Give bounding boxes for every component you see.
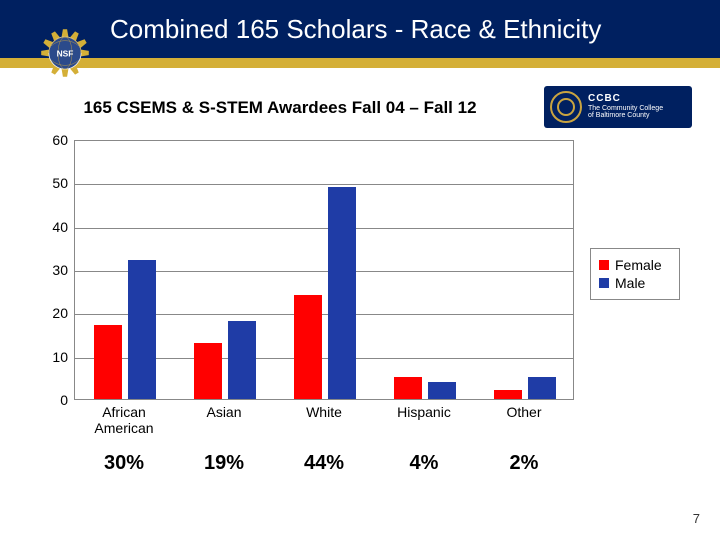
category-label: Other bbox=[474, 404, 574, 420]
title-bar: Combined 165 Scholars - Race & Ethnicity bbox=[0, 0, 720, 58]
gold-accent-bar bbox=[0, 58, 720, 68]
chart: 0102030405060 AfricanAmericanAsianWhiteH… bbox=[38, 140, 678, 480]
ccbc-text: CCBC The Community College of Baltimore … bbox=[588, 94, 663, 119]
legend-swatch bbox=[599, 278, 609, 288]
percentage-label: 4% bbox=[374, 452, 474, 475]
legend-item: Female bbox=[599, 257, 671, 273]
bar-female bbox=[294, 295, 322, 399]
category-label: Hispanic bbox=[374, 404, 474, 420]
y-tick-label: 60 bbox=[38, 132, 68, 148]
percentage-label: 2% bbox=[474, 452, 574, 475]
legend-label: Female bbox=[615, 257, 662, 273]
legend: Female Male bbox=[590, 248, 680, 300]
ccbc-line2: The Community College bbox=[588, 105, 663, 112]
percentage-label: 30% bbox=[74, 452, 174, 475]
y-tick-label: 20 bbox=[38, 305, 68, 321]
svg-text:NSF: NSF bbox=[57, 49, 74, 59]
percentage-row: 30%19%44%4%2% bbox=[74, 452, 574, 482]
x-axis-labels: AfricanAmericanAsianWhiteHispanicOther bbox=[74, 404, 574, 448]
ccbc-code: CCBC bbox=[588, 94, 663, 105]
category-label: White bbox=[274, 404, 374, 420]
bar-male bbox=[328, 187, 356, 399]
bar-female bbox=[194, 343, 222, 399]
bar-male bbox=[528, 377, 556, 399]
bar-male bbox=[228, 321, 256, 399]
chart-subtitle: 165 CSEMS & S-STEM Awardees Fall 04 – Fa… bbox=[0, 98, 560, 118]
bar-male bbox=[428, 382, 456, 399]
y-tick-label: 40 bbox=[38, 219, 68, 235]
bar-female bbox=[94, 325, 122, 399]
y-tick-label: 10 bbox=[38, 349, 68, 365]
nsf-logo: NSF bbox=[30, 18, 100, 88]
y-tick-label: 30 bbox=[38, 262, 68, 278]
legend-swatch bbox=[599, 260, 609, 270]
gridline bbox=[75, 228, 573, 229]
y-tick-label: 50 bbox=[38, 175, 68, 191]
ccbc-line3: of Baltimore County bbox=[588, 112, 663, 119]
ccbc-logo: CCBC The Community College of Baltimore … bbox=[544, 86, 692, 128]
page-number: 7 bbox=[693, 511, 700, 526]
plot-area bbox=[74, 140, 574, 400]
gridline bbox=[75, 184, 573, 185]
bar-male bbox=[128, 260, 156, 399]
page-title: Combined 165 Scholars - Race & Ethnicity bbox=[110, 14, 601, 45]
bar-female bbox=[494, 390, 522, 399]
bar-female bbox=[394, 377, 422, 399]
category-label: AfricanAmerican bbox=[74, 404, 174, 436]
category-label: Asian bbox=[174, 404, 274, 420]
legend-label: Male bbox=[615, 275, 645, 291]
legend-item: Male bbox=[599, 275, 671, 291]
y-tick-label: 0 bbox=[38, 392, 68, 408]
percentage-label: 19% bbox=[174, 452, 274, 475]
percentage-label: 44% bbox=[274, 452, 374, 475]
